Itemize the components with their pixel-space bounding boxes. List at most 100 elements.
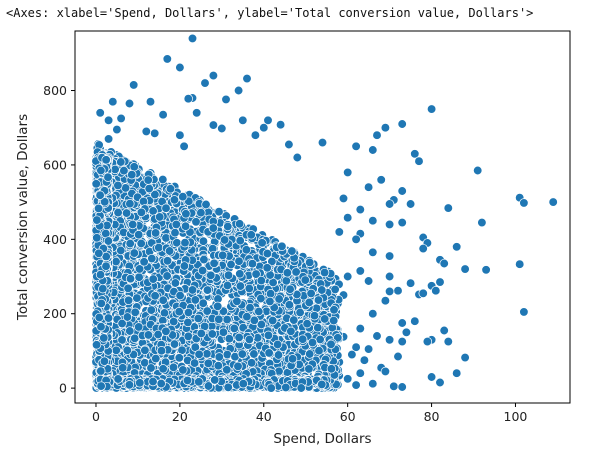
data-point (397, 217, 407, 228)
data-point (295, 307, 305, 318)
data-point (263, 330, 274, 340)
data-point (351, 380, 361, 390)
data-point (183, 331, 193, 341)
data-point (165, 184, 176, 194)
data-point (234, 256, 244, 266)
data-point (158, 110, 168, 120)
data-point (103, 236, 114, 246)
data-point (363, 344, 374, 354)
data-point (164, 246, 175, 256)
data-point (180, 238, 190, 248)
data-point (477, 217, 487, 228)
data-point (221, 94, 231, 105)
data-point (548, 197, 558, 207)
data-point (139, 257, 149, 267)
data-point (194, 349, 204, 359)
data-point (368, 379, 378, 389)
data-point (202, 285, 213, 295)
data-point (397, 318, 407, 328)
data-point (93, 203, 104, 214)
data-point (363, 182, 374, 192)
data-point (282, 268, 293, 278)
data-point (113, 207, 123, 218)
data-point (119, 166, 129, 176)
data-point (103, 115, 114, 125)
data-point (242, 73, 252, 84)
data-point (397, 382, 407, 392)
data-point (222, 314, 232, 325)
data-point (161, 203, 171, 213)
data-point (146, 363, 156, 373)
data-point (384, 251, 395, 261)
data-point (384, 271, 395, 282)
data-point (208, 70, 219, 81)
data-point (306, 288, 316, 299)
data-point (298, 334, 308, 344)
data-point (351, 234, 361, 244)
data-point (192, 108, 202, 118)
data-point (410, 149, 420, 159)
data-point (190, 295, 200, 305)
data-point (384, 335, 395, 345)
data-point (302, 319, 312, 329)
data-point (150, 291, 160, 301)
data-point (233, 85, 244, 96)
data-point (452, 368, 462, 378)
data-point (218, 250, 228, 260)
data-point (452, 242, 462, 252)
data-point (153, 329, 163, 340)
data-point (355, 266, 365, 276)
data-point (219, 235, 230, 245)
data-point (125, 326, 135, 336)
data-point (162, 256, 173, 266)
data-point (214, 314, 224, 324)
data-point (473, 165, 483, 176)
data-point (347, 349, 357, 360)
data-point (189, 358, 200, 368)
data-point (426, 104, 437, 114)
data-point (103, 134, 114, 144)
data-point (116, 113, 126, 124)
data-point (180, 221, 191, 231)
data-point (175, 130, 185, 140)
data-point (174, 307, 184, 317)
data-point (232, 296, 242, 306)
data-point (259, 123, 269, 133)
data-point (393, 351, 403, 362)
data-point (329, 305, 339, 315)
data-point (343, 167, 353, 178)
data-point (234, 332, 244, 343)
data-point (275, 120, 286, 130)
data-point (292, 152, 302, 163)
data-point (320, 314, 330, 324)
data-point (237, 349, 247, 359)
data-point (376, 175, 386, 185)
data-point (150, 128, 160, 138)
data-point (113, 180, 123, 191)
data-point (134, 230, 144, 240)
data-point (351, 141, 361, 151)
data-point (175, 290, 185, 301)
data-point (136, 207, 147, 217)
data-point (435, 377, 445, 388)
data-point (143, 330, 154, 340)
data-point (372, 331, 382, 341)
data-point (368, 145, 378, 155)
data-point (305, 349, 315, 359)
data-point (199, 254, 209, 265)
data-point (125, 199, 135, 209)
data-point (123, 283, 133, 293)
data-point (238, 115, 248, 125)
data-point (158, 295, 168, 305)
data-point (426, 372, 437, 382)
data-point (130, 307, 140, 317)
data-point (319, 267, 330, 278)
data-point (351, 342, 361, 352)
data-point (95, 190, 105, 200)
data-point (368, 216, 378, 226)
data-point (108, 97, 118, 107)
data-point (169, 339, 180, 349)
data-point (91, 179, 101, 189)
data-point (380, 123, 391, 133)
data-point (418, 288, 428, 298)
